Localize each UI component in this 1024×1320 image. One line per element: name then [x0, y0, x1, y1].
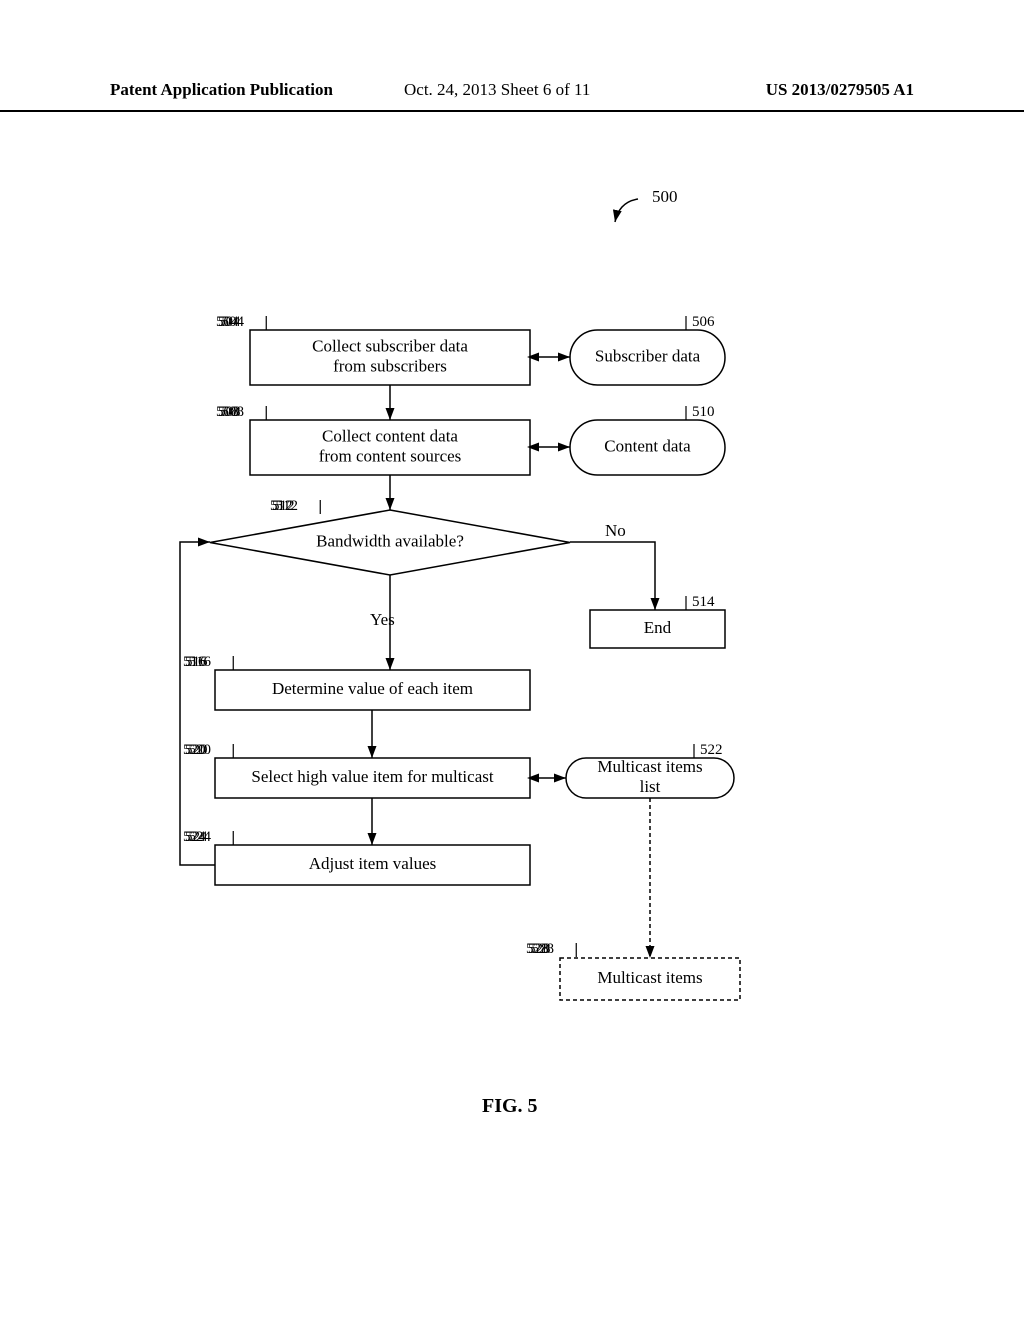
node-label: Collect subscriber data — [312, 336, 468, 355]
ref-label: 510 — [692, 404, 715, 420]
ref-label: 524 — [183, 829, 206, 845]
node-label: Adjust item values — [309, 854, 436, 873]
ref-label: 504 — [216, 314, 239, 330]
page: Patent Application Publication Oct. 24, … — [0, 0, 1024, 1320]
ref-label: 512 — [270, 498, 293, 514]
node-label: Content data — [604, 436, 691, 455]
node-label: Multicast items — [597, 757, 702, 776]
ref-label: 520 — [183, 742, 206, 758]
node-label: Bandwidth available? — [316, 531, 464, 550]
ref-pointer — [615, 199, 638, 222]
flow-node: Collect content datafrom content sources — [250, 420, 530, 475]
ref-label: 508 — [216, 404, 239, 420]
flow-node: Bandwidth available? — [210, 510, 570, 575]
flow-node: Multicast itemslist — [566, 757, 734, 798]
node-label: from content sources — [319, 446, 462, 465]
node-label: End — [644, 618, 672, 637]
flow-node: End — [590, 610, 725, 648]
ref-label: 500 — [652, 187, 678, 206]
figure-caption: FIG. 5 — [482, 1095, 538, 1118]
node-label: list — [640, 777, 661, 796]
ref-label: 528 — [526, 941, 549, 957]
flow-edge — [180, 542, 215, 865]
edge-label: Yes — [370, 610, 395, 629]
node-label: Select high value item for multicast — [251, 767, 493, 786]
ref-label: 506 — [692, 314, 715, 330]
flow-edge — [570, 542, 655, 610]
node-label: Determine value of each item — [272, 679, 473, 698]
flow-node: Multicast items — [560, 958, 740, 1000]
edge-label: No — [605, 521, 626, 540]
ref-label: 522 — [700, 742, 723, 758]
flow-node: Select high value item for multicast — [215, 758, 530, 798]
flow-node: Collect subscriber datafrom subscribers — [250, 330, 530, 385]
flow-node: Subscriber data — [570, 330, 725, 385]
node-label: Collect content data — [322, 426, 458, 445]
node-label: Subscriber data — [595, 346, 701, 365]
ref-label: 514 — [692, 594, 715, 610]
node-label: Multicast items — [597, 968, 702, 987]
node-label: from subscribers — [333, 356, 447, 375]
flow-node: Content data — [570, 420, 725, 475]
flowchart-diagram: Collect subscriber datafrom subscribers S… — [0, 0, 1024, 1320]
flow-node: Adjust item values — [215, 845, 530, 885]
flow-node: Determine value of each item — [215, 670, 530, 710]
ref-label: 516 — [183, 654, 206, 670]
